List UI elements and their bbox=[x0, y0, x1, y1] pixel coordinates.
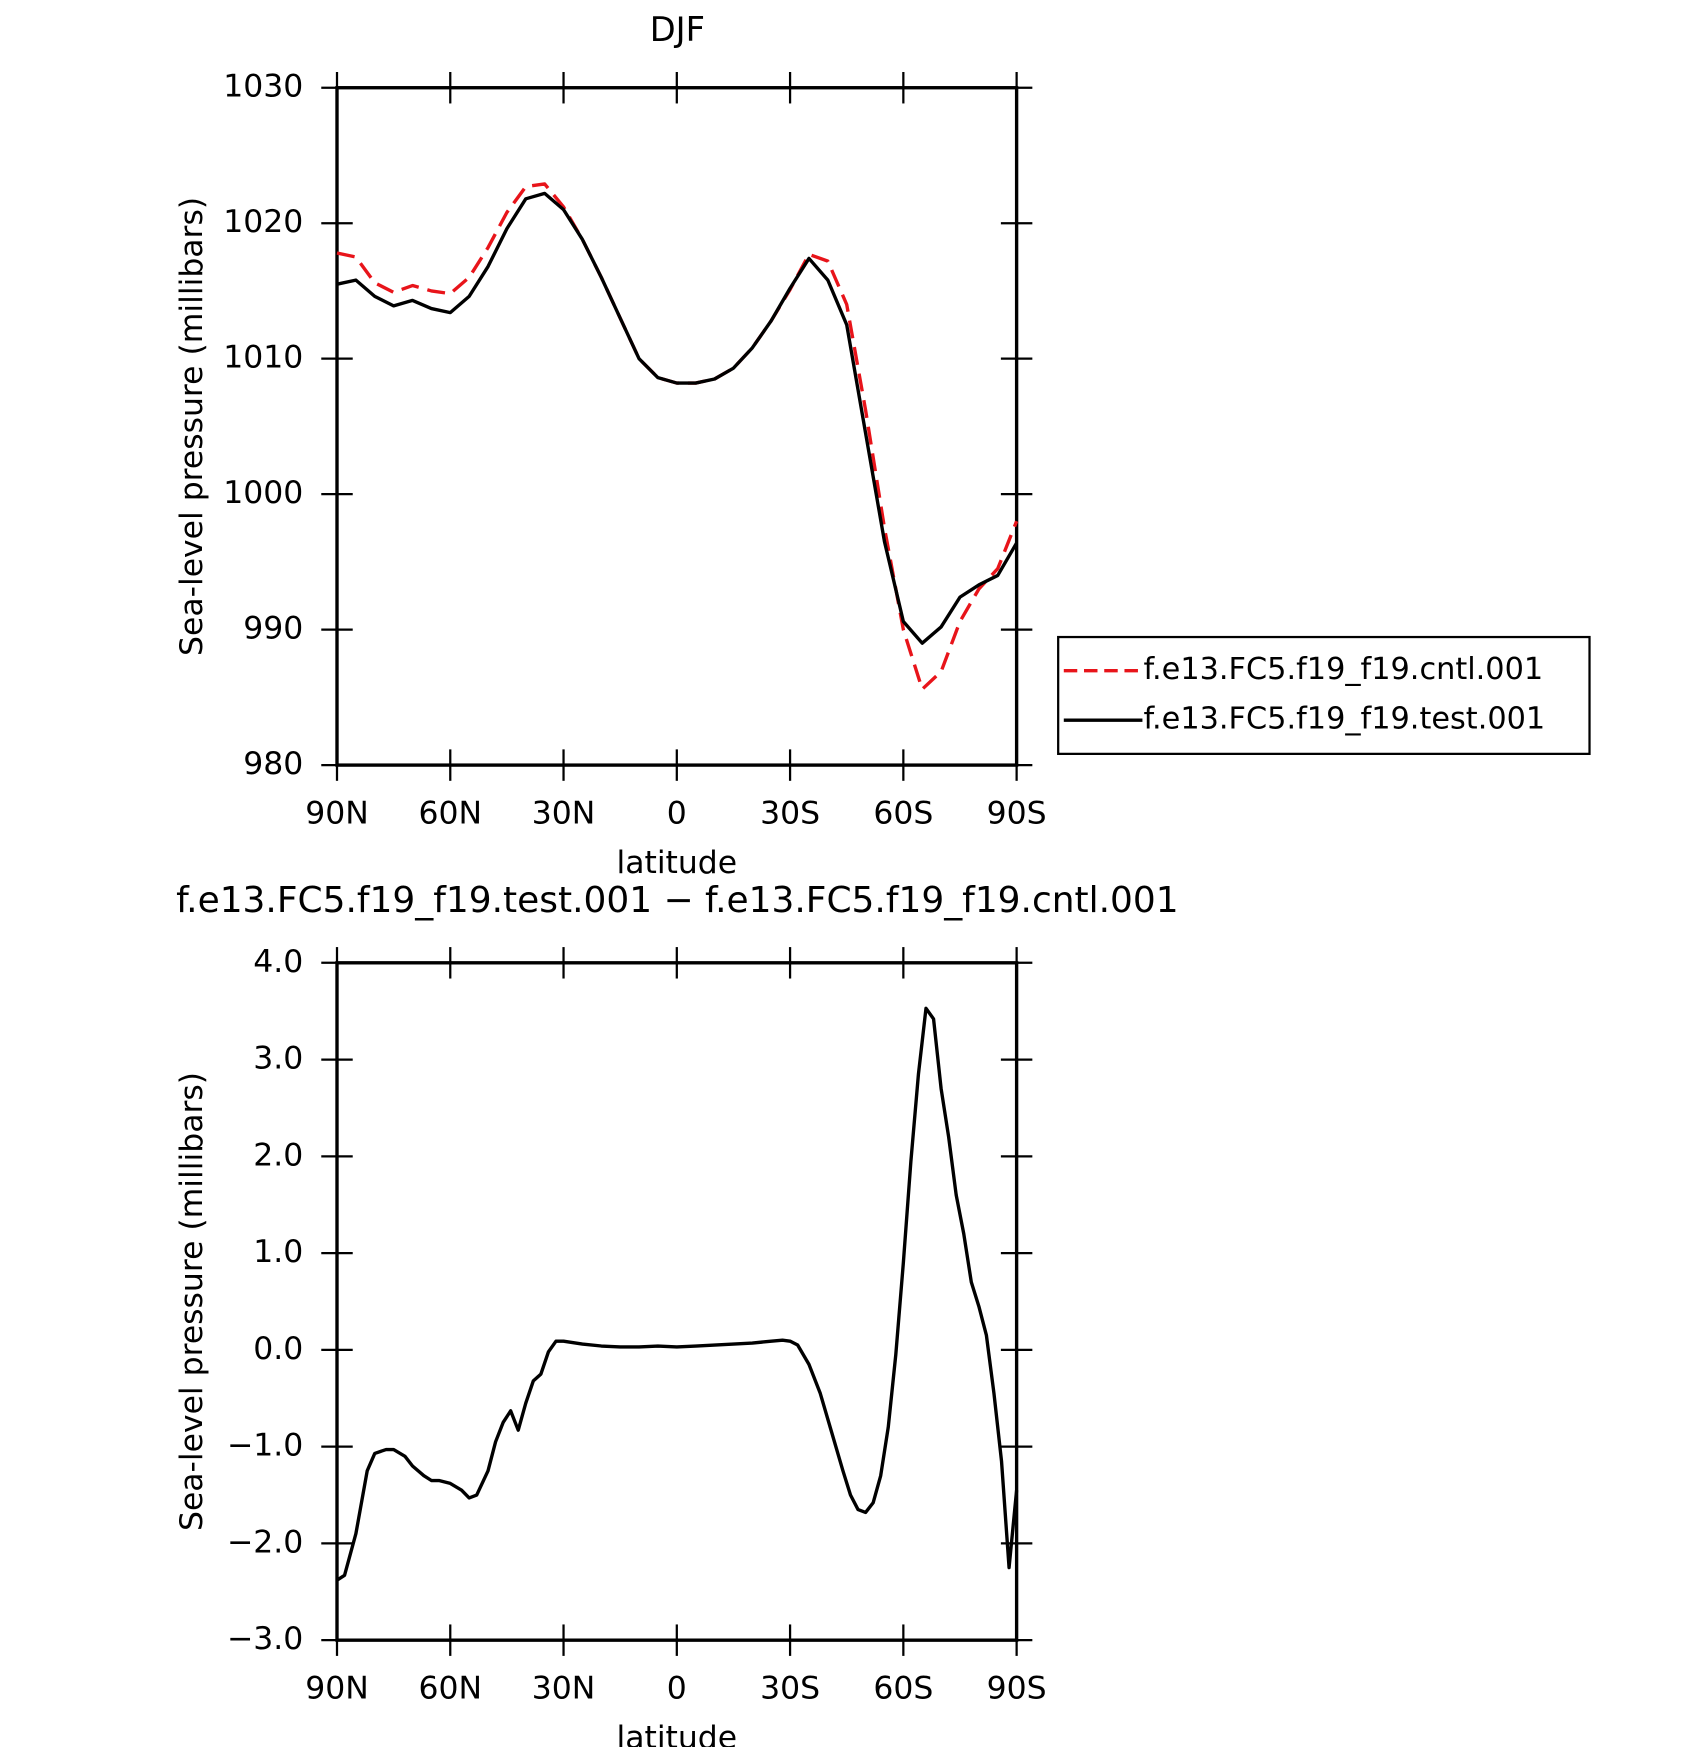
x-tick-label: 30S bbox=[760, 796, 820, 832]
y-tick-label: 1.0 bbox=[253, 1234, 303, 1270]
x-tick-label: 90N bbox=[305, 796, 369, 832]
y-tick-label: 0.0 bbox=[253, 1331, 303, 1367]
x-tick-label: 0 bbox=[667, 796, 687, 832]
legend-box bbox=[1057, 635, 1591, 755]
x-tick-label: 0 bbox=[667, 1671, 687, 1707]
chart-title: DJF bbox=[650, 10, 705, 49]
plot-frame bbox=[335, 86, 1019, 767]
legend-label: f.e13.FC5.f19_f19.cntl.001 bbox=[1144, 652, 1544, 687]
y-tick-label: −2.0 bbox=[227, 1524, 303, 1560]
y-tick-label: 980 bbox=[243, 746, 303, 782]
x-axis-label: latitude bbox=[617, 1720, 738, 1747]
y-tick-label: −3.0 bbox=[227, 1621, 303, 1657]
y-tick-label: 2.0 bbox=[253, 1137, 303, 1173]
x-tick-label: 60N bbox=[419, 1671, 483, 1707]
y-tick-label: 4.0 bbox=[253, 944, 303, 980]
y-tick-label: 1010 bbox=[223, 340, 303, 376]
x-tick-label: 30N bbox=[532, 1671, 596, 1707]
x-tick-label: 90S bbox=[987, 1671, 1047, 1707]
y-tick-label: −1.0 bbox=[227, 1428, 303, 1464]
y-axis-label: Sea-level pressure (millibars) bbox=[174, 1072, 210, 1531]
legend-label: f.e13.FC5.f19_f19.test.001 bbox=[1144, 702, 1546, 737]
x-tick-label: 60S bbox=[873, 796, 933, 832]
y-axis-label: Sea-level pressure (millibars) bbox=[174, 197, 210, 656]
x-tick-label: 90S bbox=[987, 796, 1047, 832]
plot-frame bbox=[335, 961, 1019, 1642]
x-tick-label: 30N bbox=[532, 796, 596, 832]
y-tick-label: 990 bbox=[243, 611, 303, 647]
x-axis-label: latitude bbox=[617, 845, 738, 881]
y-tick-label: 1000 bbox=[223, 475, 303, 511]
data-line bbox=[336, 182, 1019, 691]
data-line bbox=[336, 1006, 1019, 1582]
x-tick-label: 30S bbox=[760, 1671, 820, 1707]
chart-title: f.e13.FC5.f19_f19.test.001 − f.e13.FC5.f… bbox=[176, 880, 1178, 921]
x-tick-label: 60S bbox=[873, 1671, 933, 1707]
x-tick-label: 90N bbox=[305, 1671, 369, 1707]
y-tick-label: 1030 bbox=[223, 69, 303, 105]
data-line bbox=[336, 191, 1019, 645]
y-tick-label: 3.0 bbox=[253, 1041, 303, 1077]
x-tick-label: 60N bbox=[419, 796, 483, 832]
y-tick-label: 1020 bbox=[223, 204, 303, 240]
